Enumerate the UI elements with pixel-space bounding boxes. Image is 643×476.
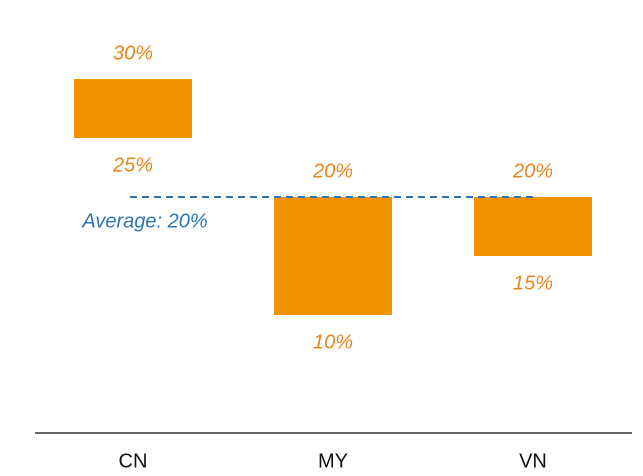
- average-label: Average: 20%: [81, 210, 207, 232]
- high-label: 30%: [113, 42, 153, 64]
- low-label: 25%: [112, 154, 153, 176]
- x-tick-label: CN: [119, 450, 148, 472]
- range-bar: [274, 197, 392, 315]
- x-tick-label: MY: [318, 450, 348, 472]
- range-bar: [74, 79, 192, 138]
- low-label: 10%: [313, 331, 353, 353]
- low-label: 15%: [513, 272, 553, 294]
- x-tick-label: VN: [519, 450, 547, 472]
- high-label: 20%: [512, 160, 553, 182]
- range-bar: [474, 197, 592, 256]
- high-label: 20%: [312, 160, 353, 182]
